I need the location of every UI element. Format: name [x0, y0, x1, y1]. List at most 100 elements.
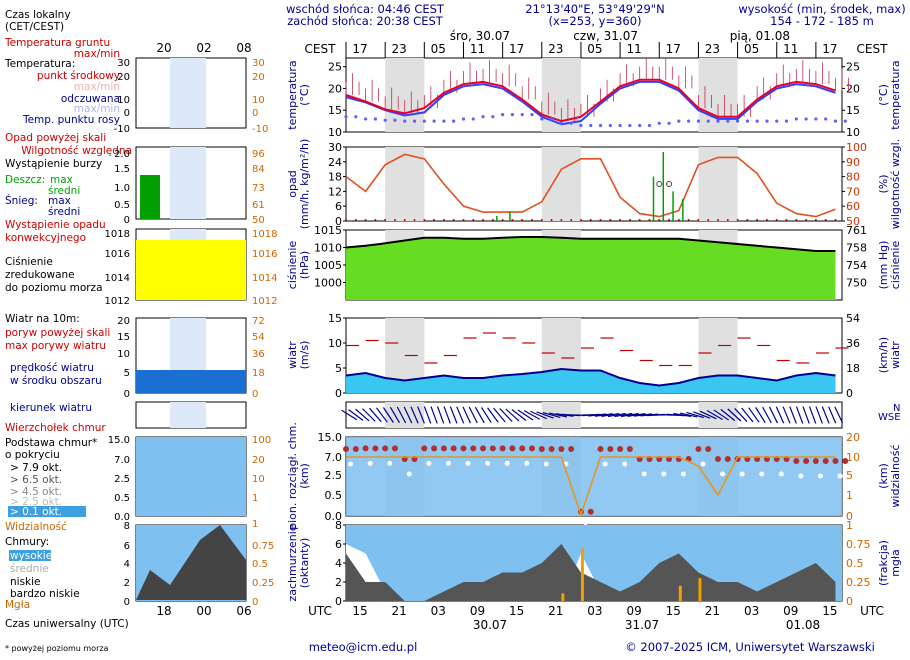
wind-line	[345, 367, 836, 387]
mini-y-label: 2.5	[114, 474, 130, 485]
wind-direction-arrow	[355, 408, 370, 422]
fog-bar	[561, 593, 565, 601]
legend-clouds: Chmury:	[5, 536, 49, 548]
y-tick-label: 20	[846, 82, 860, 95]
bottom-hour-tick: 15	[509, 604, 524, 618]
mini-y-label: 1.0	[114, 183, 130, 194]
legend-medium: średnie	[10, 563, 49, 575]
bottom-hour-tick: 03	[587, 604, 602, 618]
cloud-base-dot	[661, 471, 667, 477]
pressure-area	[346, 237, 836, 300]
grid-text: (x=253, y=360)	[548, 14, 641, 28]
legend-convective2: konwekcyjnego	[5, 232, 86, 244]
convective-dot	[462, 219, 465, 221]
mini-y-label: 6	[124, 541, 130, 552]
mini-y2-label: 20	[252, 455, 265, 466]
dew-point-dot	[540, 117, 544, 121]
convective-dot	[413, 219, 416, 221]
dew-point-dot	[363, 117, 368, 121]
top-hour-tick: 17	[666, 42, 681, 56]
dew-point-dot	[804, 117, 808, 121]
cloud-base-dot	[387, 460, 393, 466]
wind-direction-arrow	[403, 406, 413, 424]
mini-night-band	[170, 58, 206, 128]
convective-dot	[687, 219, 690, 221]
y-tick-label: 761	[846, 224, 867, 237]
dew-point-dot	[833, 119, 838, 123]
cloud-top-dot	[724, 456, 731, 462]
y-tick-label: 15	[846, 104, 860, 117]
dew-point-dot	[354, 115, 358, 119]
mini-y-label: 10	[117, 349, 130, 360]
convective-dot	[677, 219, 680, 221]
axis-title: temperatura	[286, 60, 299, 129]
convective-dot	[452, 219, 455, 221]
cloud-top-dot	[391, 445, 398, 452]
y-tick-label: 0.5	[846, 557, 864, 570]
y-tick-label: 30	[328, 141, 342, 154]
convective-dot	[560, 219, 563, 221]
cloud-top-dot	[509, 445, 516, 452]
mini-y2-label: 36	[252, 349, 265, 360]
legend-visibility: Widzialność	[5, 521, 67, 533]
sunrise-text: wschód słońca: 04:46 CEST	[286, 2, 445, 16]
cloud-top-dot	[499, 445, 506, 452]
cloud-base-dot	[485, 460, 491, 466]
cloud-base-dot	[739, 471, 745, 477]
mini-y-label: 8	[124, 521, 130, 532]
legend-soil-temp: Temperatura gruntu	[4, 37, 110, 49]
storm-marker	[666, 181, 673, 187]
rain-bar	[652, 176, 655, 221]
y-tick-label: 20	[846, 431, 860, 444]
bottom-hour-tick: 21	[705, 604, 720, 618]
cloud-top-dot	[489, 445, 496, 452]
mini-y-label: 7.0	[114, 455, 130, 466]
cloud-base-dot	[602, 461, 608, 467]
wind-direction-arrow	[666, 413, 685, 417]
wind-direction-arrow	[456, 406, 465, 424]
mini-y2-label: 54	[252, 332, 265, 343]
legend-humidity: Wilgotność względna	[21, 145, 132, 157]
legend-local-time: Czas lokalny	[5, 9, 71, 21]
convective-dot	[824, 219, 827, 221]
y-tick-label: 80	[846, 171, 860, 184]
wind-direction-arrow	[802, 406, 810, 424]
y-tick-label: 10	[328, 337, 342, 350]
wind-direction-arrow	[423, 406, 432, 424]
elevation-values: 154 - 172 - 185 m	[770, 14, 874, 28]
wind-direction-arrow	[430, 406, 438, 424]
top-hour-tick: 23	[392, 42, 407, 56]
convective-dot	[403, 219, 406, 221]
mini-cloud-fill	[136, 437, 246, 516]
dew-point-dot	[530, 112, 534, 117]
mini-wind-fill	[136, 370, 246, 393]
mini-top-hour: 20	[156, 41, 171, 55]
wind-direction-arrow	[795, 406, 804, 424]
mini-y-label: 1012	[105, 296, 130, 307]
convective-dot	[805, 219, 808, 221]
legend-rain: Deszcz:	[5, 174, 45, 186]
visibility-line	[346, 456, 836, 518]
convective-dot	[550, 219, 553, 221]
mini-y2-label: 20	[252, 72, 265, 83]
fog-bar	[698, 578, 702, 601]
cloud-top-dot	[538, 446, 545, 452]
dew-point-dot	[765, 119, 769, 123]
panel-frame	[345, 57, 843, 133]
mini-y2-label: 1012	[252, 296, 277, 307]
mini-bottom-hour: 06	[236, 604, 251, 618]
cloud-top-dot	[607, 446, 614, 452]
convective-dot	[384, 219, 387, 221]
wind-direction-arrow	[808, 406, 817, 424]
footer-email[interactable]: meteo@icm.edu.pl	[309, 640, 418, 654]
legend-utc-time: Czas uniwersalny (UTC)	[5, 618, 129, 630]
axis-title: (frakcja)	[877, 540, 890, 586]
convective-dot	[511, 219, 514, 221]
bottom-hour-tick: 09	[783, 604, 798, 618]
night-band	[541, 147, 581, 221]
cloud-base-dot	[504, 460, 510, 466]
legend-precip-above: Opad powyżej skali	[5, 132, 106, 144]
wind-direction-arrow	[633, 413, 652, 417]
y-tick-label: 20	[328, 82, 342, 95]
legend-snow: Śnieg:	[5, 194, 38, 207]
